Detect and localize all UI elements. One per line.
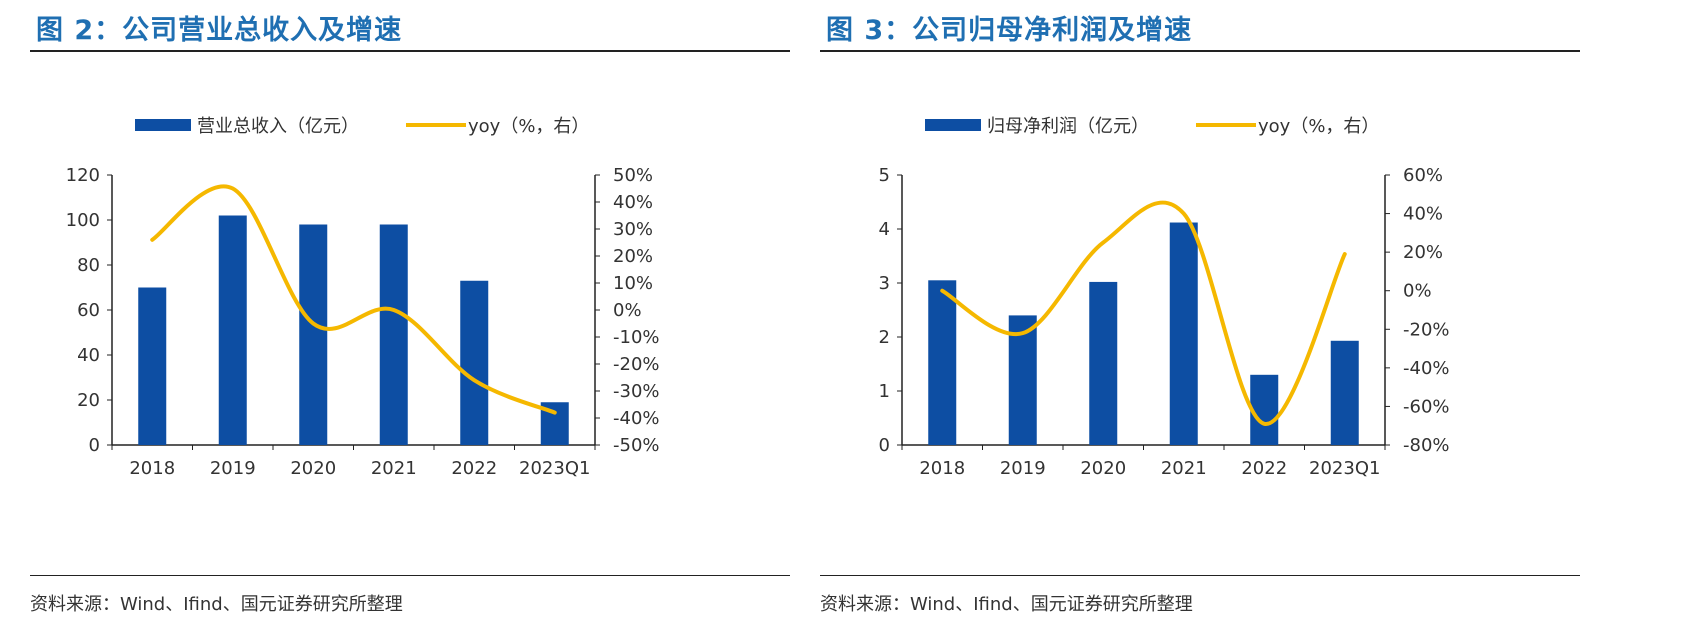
y-tick-label-left: 3 xyxy=(879,273,890,294)
yoy-point xyxy=(1344,253,1346,255)
y-tick-label-right: -20% xyxy=(1403,319,1450,340)
legend-line-label: yoy（%，右） xyxy=(468,116,589,137)
x-tick-label: 2018 xyxy=(129,458,175,479)
yoy-point xyxy=(393,309,395,311)
y-tick-label-left: 40 xyxy=(77,345,100,366)
footer-divider xyxy=(820,575,1580,576)
y-tick-label-right: 40% xyxy=(1403,204,1443,225)
y-tick-label-right: 60% xyxy=(1403,165,1443,186)
y-tick-label-right: 50% xyxy=(613,165,653,186)
y-tick-label-left: 120 xyxy=(66,165,100,186)
y-tick-label-left: 60 xyxy=(77,300,100,321)
y-tick-label-right: -20% xyxy=(613,354,660,375)
y-tick-label-right: -40% xyxy=(1403,358,1450,379)
y-tick-label-right: -50% xyxy=(613,435,660,456)
revenue-chart: 营业总收入（亿元） yoy（%，右） 0 20 40 60 80 100 120 -50% -40%… xyxy=(66,116,660,479)
y-tick-label-right: -40% xyxy=(613,408,660,429)
yoy-point xyxy=(1102,242,1104,243)
source-note: 资料来源：Wind、Ifind、国元证券研究所整理 xyxy=(30,594,403,615)
legend-bar-label: 营业总收入（亿元） xyxy=(197,116,359,137)
y-tick-label-left: 1 xyxy=(879,381,890,402)
chart-panel-revenue: 图 2：公司营业总收入及增速 营业总收入（亿元） yoy（%，右） 0 20 40 60 8… xyxy=(30,0,790,618)
bar xyxy=(138,287,167,445)
x-tick-label: 2019 xyxy=(1000,458,1046,479)
bar xyxy=(1250,374,1279,445)
yoy-line xyxy=(940,200,1347,426)
y-tick-label-right: 20% xyxy=(1403,242,1443,263)
y-tick-label-left: 80 xyxy=(77,255,100,276)
x-tick-label: 2023Q1 xyxy=(519,458,590,479)
y-tick-label-left: 5 xyxy=(879,165,890,186)
y-tick-label-left: 100 xyxy=(66,210,100,231)
x-tick-label: 2018 xyxy=(919,458,965,479)
net-profit-chart: 归母净利润（亿元） yoy（%，右） 0 1 2 3 4 5 -80% -60% -40% -20% 0… xyxy=(879,116,1450,479)
source-note: 资料来源：Wind、Ifind、国元证券研究所整理 xyxy=(820,594,1193,615)
yoy-point xyxy=(232,188,234,189)
y-tick-label-left: 0 xyxy=(89,435,100,456)
y-tick-label-right: -10% xyxy=(613,327,660,348)
chart-title: 图 2：公司营业总收入及增速 xyxy=(36,15,403,46)
legend-bar-swatch xyxy=(925,119,981,131)
yoy-point xyxy=(941,290,943,292)
bar xyxy=(1089,281,1118,445)
bar xyxy=(928,280,957,445)
x-tick-label: 2020 xyxy=(290,458,336,479)
y-tick-label-right: 10% xyxy=(613,273,653,294)
yoy-point xyxy=(473,379,475,381)
legend-bar-label: 归母净利润（亿元） xyxy=(987,116,1149,137)
chart-panel-net-profit: 图 3：公司归母净利润及增速 归母净利润（亿元） yoy（%，右） 0 1 2 3 4 5 -8… xyxy=(820,0,1580,618)
y-tick-label-right: -60% xyxy=(1403,396,1450,417)
title-divider xyxy=(820,50,1580,52)
bar xyxy=(460,280,489,445)
yoy-point xyxy=(1022,332,1024,334)
yoy-point xyxy=(1263,423,1265,425)
bar xyxy=(1169,222,1198,445)
yoy-point xyxy=(554,412,556,414)
y-tick-label-right: 30% xyxy=(613,219,653,240)
bar xyxy=(1008,315,1037,445)
y-tick-label-right: 0% xyxy=(613,300,642,321)
bar xyxy=(1330,340,1359,445)
y-tick-label-left: 0 xyxy=(879,435,890,456)
yoy-point xyxy=(312,323,314,324)
x-tick-label: 2019 xyxy=(210,458,256,479)
y-tick-label-left: 2 xyxy=(879,327,890,348)
y-tick-label-right: -80% xyxy=(1403,435,1450,456)
y-tick-label-left: 20 xyxy=(77,390,100,411)
yoy-point xyxy=(151,239,153,241)
x-tick-label: 2021 xyxy=(371,458,417,479)
y-tick-label-right: 0% xyxy=(1403,281,1432,302)
bar xyxy=(379,224,408,445)
x-tick-label: 2022 xyxy=(1241,458,1287,479)
title-divider xyxy=(30,50,790,52)
bar xyxy=(299,224,328,445)
legend-bar-swatch xyxy=(135,119,191,131)
yoy-line xyxy=(150,184,557,415)
y-tick-label-right: -30% xyxy=(613,381,660,402)
yoy-point xyxy=(1183,213,1185,215)
x-tick-label: 2020 xyxy=(1080,458,1126,479)
x-tick-label: 2021 xyxy=(1161,458,1207,479)
y-tick-label-left: 4 xyxy=(879,219,890,240)
chart-title: 图 3：公司归母净利润及增速 xyxy=(826,15,1193,46)
footer-divider xyxy=(30,575,790,576)
bar xyxy=(218,215,247,445)
x-tick-label: 2022 xyxy=(451,458,497,479)
y-tick-label-right: 20% xyxy=(613,246,653,267)
legend-line-label: yoy（%，右） xyxy=(1258,116,1379,137)
y-tick-label-right: 40% xyxy=(613,192,653,213)
x-tick-label: 2023Q1 xyxy=(1309,458,1380,479)
